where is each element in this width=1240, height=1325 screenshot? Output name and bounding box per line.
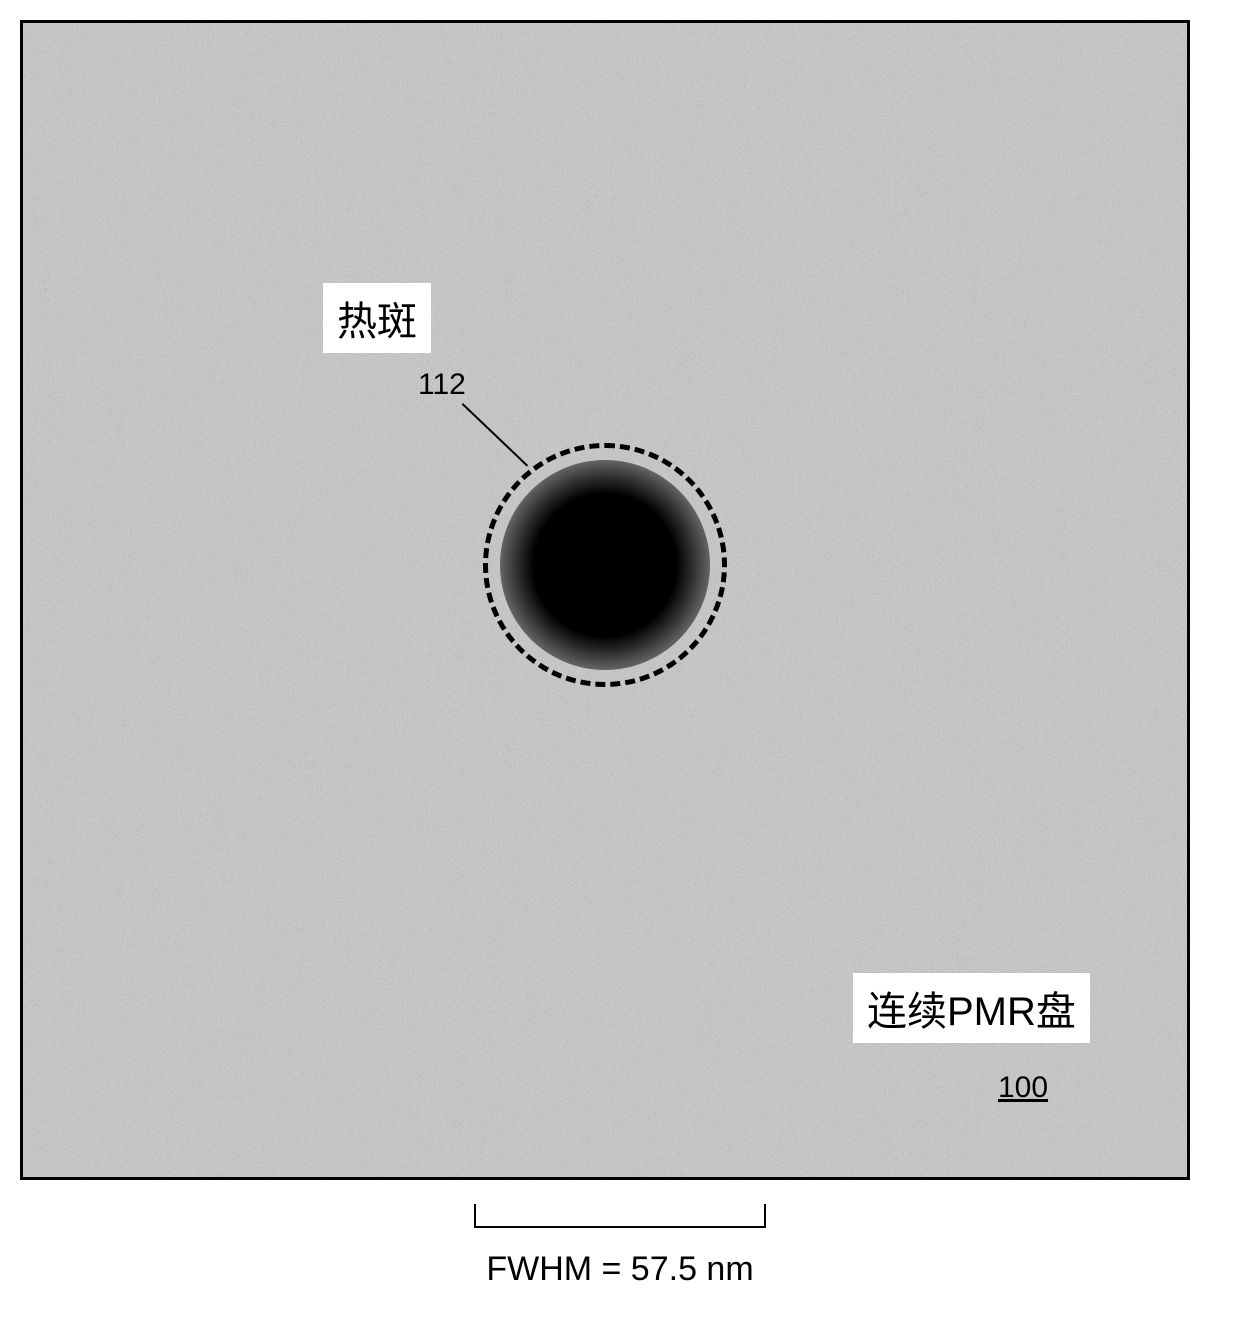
scale-tick-right	[764, 1204, 766, 1228]
scale-tick-left	[474, 1204, 476, 1228]
figure-plot-area: 热斑 112 连续PMR盘 100	[20, 20, 1190, 1180]
hotspot-label: 热斑	[323, 283, 431, 353]
ref-number-100: 100	[998, 1071, 1048, 1105]
scale-hbar	[474, 1226, 766, 1228]
figure-container: 热斑 112 连续PMR盘 100 FWHM = 57.5 nm	[20, 20, 1220, 1289]
scale-caption: FWHM = 57.5 nm	[20, 1250, 1220, 1289]
hotspot-gradient-spot	[500, 460, 710, 670]
hotspot-label-text: 热斑	[337, 300, 417, 344]
disk-type-label-text: 连续PMR盘	[867, 990, 1076, 1034]
disk-type-label: 连续PMR盘	[853, 973, 1090, 1043]
scale-caption-text: FWHM = 57.5 nm	[486, 1250, 753, 1288]
scale-bracket	[474, 1204, 766, 1232]
ref-100-text: 100	[998, 1071, 1048, 1104]
ref-112-text: 112	[418, 368, 466, 401]
ref-number-112: 112	[418, 368, 466, 402]
scale-bar: FWHM = 57.5 nm	[20, 1204, 1220, 1289]
